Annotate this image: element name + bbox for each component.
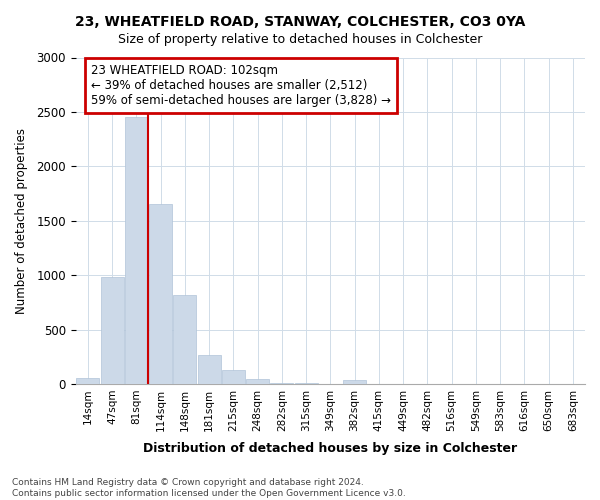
Bar	[149, 204, 172, 384]
Bar	[222, 370, 245, 384]
Bar	[271, 382, 293, 384]
Bar	[343, 380, 366, 384]
Text: Size of property relative to detached houses in Colchester: Size of property relative to detached ho…	[118, 32, 482, 46]
Text: 23, WHEATFIELD ROAD, STANWAY, COLCHESTER, CO3 0YA: 23, WHEATFIELD ROAD, STANWAY, COLCHESTER…	[75, 15, 525, 29]
Bar	[76, 378, 100, 384]
Y-axis label: Number of detached properties: Number of detached properties	[15, 128, 28, 314]
Bar	[125, 118, 148, 384]
Bar	[197, 354, 221, 384]
Text: 23 WHEATFIELD ROAD: 102sqm
← 39% of detached houses are smaller (2,512)
59% of s: 23 WHEATFIELD ROAD: 102sqm ← 39% of deta…	[91, 64, 391, 107]
Bar	[101, 278, 124, 384]
Bar	[173, 294, 196, 384]
Bar	[246, 379, 269, 384]
Text: Contains HM Land Registry data © Crown copyright and database right 2024.
Contai: Contains HM Land Registry data © Crown c…	[12, 478, 406, 498]
X-axis label: Distribution of detached houses by size in Colchester: Distribution of detached houses by size …	[143, 442, 517, 455]
